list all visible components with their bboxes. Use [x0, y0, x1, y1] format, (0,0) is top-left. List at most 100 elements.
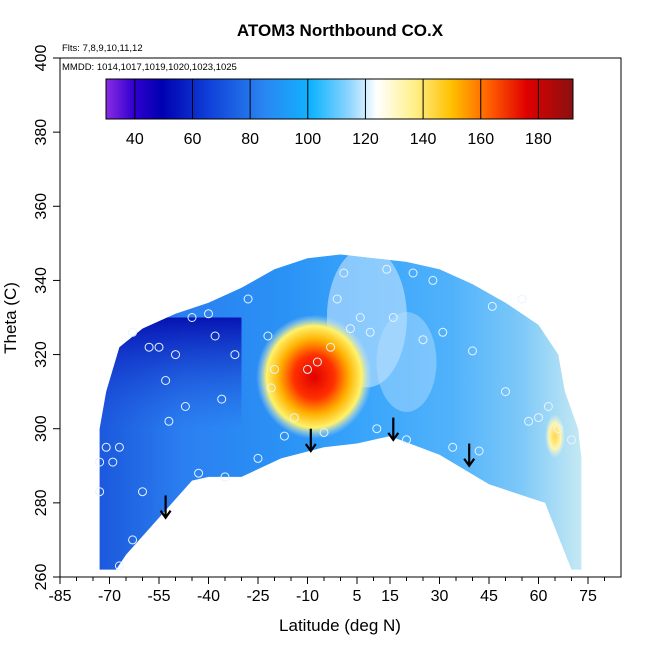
sample-point	[303, 364, 312, 374]
sample-point	[95, 487, 105, 497]
sample-point	[164, 416, 174, 426]
sample-point	[332, 294, 342, 304]
colorbar-tick-label: 180	[525, 131, 552, 148]
y-tick-label: 360	[33, 193, 50, 220]
sample-point	[438, 327, 448, 337]
sample-point	[187, 313, 197, 322]
sample-point	[266, 383, 276, 393]
sample-point	[553, 424, 563, 434]
sample-point	[355, 313, 365, 322]
y-tick-label: 280	[33, 489, 50, 516]
colorbar-ramp	[105, 78, 574, 120]
sample-point	[128, 535, 138, 545]
x-tick-label: 45	[480, 588, 498, 605]
sample-point	[180, 402, 190, 411]
sample-point	[128, 327, 138, 337]
sample-point	[220, 472, 230, 482]
sample-point	[312, 357, 322, 367]
sample-point	[543, 402, 553, 411]
dates-note: MMDD: 1014,1017,1019,1020,1023,1025	[62, 62, 237, 73]
colorbar-tick-label: 160	[467, 131, 494, 148]
sample-point	[402, 435, 411, 445]
sample-point	[567, 435, 576, 445]
y-tick-label: 380	[33, 119, 50, 146]
sample-point	[279, 431, 289, 441]
x-tick-label: -40	[197, 588, 220, 605]
sample-point	[388, 313, 398, 322]
sample-point	[95, 457, 105, 467]
colorbar: 40 60 80 100 120 140 160 180	[105, 78, 574, 148]
down-arrow-icon	[387, 417, 400, 442]
y-axis: 260 280 300 320 340 360 380 400	[33, 45, 60, 590]
sample-point	[448, 442, 458, 452]
sample-point	[253, 453, 263, 463]
y-tick-label: 400	[33, 45, 50, 72]
sample-point	[372, 424, 382, 434]
y-tick-label: 300	[33, 415, 50, 442]
x-tick-label: 30	[431, 588, 449, 605]
down-arrow-icon	[463, 443, 476, 468]
sample-point	[517, 294, 527, 304]
down-arrow-icon	[304, 428, 317, 453]
x-tick-label: -10	[296, 588, 319, 605]
sample-point	[263, 331, 273, 341]
x-tick-label: 75	[579, 588, 597, 605]
sample-point	[108, 457, 118, 467]
colorbar-tick-label: 100	[294, 131, 321, 148]
y-tick-label: 340	[33, 267, 50, 294]
colorbar-tick-label: 60	[184, 131, 202, 148]
sample-point	[474, 446, 484, 456]
colorbar-ticks: 40 60 80 100 120 140 160 180	[126, 79, 552, 148]
heatmap-light-streak-2	[376, 311, 437, 412]
sample-point	[270, 364, 279, 374]
sample-point	[365, 327, 375, 337]
down-arrow-icon	[159, 495, 172, 520]
sample-point	[418, 335, 428, 345]
x-tick-label: 60	[530, 588, 548, 605]
x-tick-label: 15	[381, 588, 399, 605]
sample-point	[217, 394, 227, 404]
sample-point	[243, 294, 253, 304]
y-tick-label: 320	[33, 341, 50, 368]
sample-point	[138, 487, 147, 497]
sample-point	[408, 268, 418, 278]
sample-point	[161, 376, 171, 385]
sample-points	[95, 264, 576, 571]
sample-point	[144, 342, 154, 352]
sample-point	[210, 331, 220, 341]
x-tick-label: -25	[246, 588, 269, 605]
x-tick-label: 5	[353, 588, 362, 605]
x-axis-title: Latitude (deg N)	[279, 616, 401, 635]
sample-point	[501, 387, 510, 397]
colorbar-tick-label: 140	[410, 131, 437, 148]
sample-point	[345, 324, 355, 334]
sample-point	[230, 350, 240, 360]
sample-point	[524, 416, 534, 426]
sample-point	[114, 561, 124, 571]
colorbar-tick-label: 80	[241, 131, 259, 148]
heatmap-low-band	[99, 317, 242, 429]
arrows-group	[159, 417, 476, 520]
colorbar-tick-label: 120	[352, 131, 379, 148]
sample-point	[289, 413, 299, 423]
sample-point	[204, 309, 213, 319]
sample-point	[468, 346, 477, 356]
x-tick-label: -85	[48, 588, 71, 605]
sample-point	[339, 268, 349, 278]
chart-title: ATOM3 Northbound CO.X	[237, 21, 444, 40]
sample-point	[487, 301, 497, 311]
flights-note: Flts: 7,8,9,10,11,12	[62, 43, 143, 54]
x-tick-label: -70	[98, 588, 121, 605]
sample-point	[101, 442, 111, 452]
x-axis: -85 -70 -55 -40 -25 -10 5 15 30 45 60 75	[48, 577, 605, 605]
sample-point	[194, 468, 204, 478]
heatmap-hotspot-secondary	[545, 414, 565, 459]
sample-point	[171, 350, 180, 360]
sample-point	[382, 264, 392, 274]
sample-point	[326, 342, 336, 352]
x-tick-label: -55	[147, 588, 170, 605]
y-axis-title: Theta (C)	[1, 282, 20, 354]
heatmap-hotspot	[256, 314, 373, 439]
